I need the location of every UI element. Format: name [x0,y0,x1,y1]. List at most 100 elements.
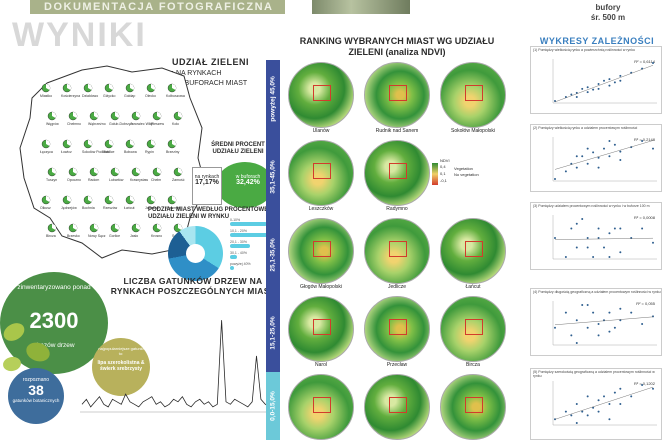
relationship-panel: (1) Pomiędzy wielkością rynku a powierzc… [530,46,662,114]
species-circle: rozpoznano 38 gatunków botanicznych [8,368,64,424]
scatter-point [597,399,600,402]
ranking-range: 15,1-25,0% [269,316,277,350]
species-line [81,320,275,408]
scatter-point [564,170,567,173]
city-pie: Łańcut [124,195,135,210]
city-pie: Gołdap [124,83,135,98]
scatter-point [586,326,589,329]
city-label: Siedlce [103,150,115,154]
scatter-plot [552,59,657,104]
scatter-plot [552,301,657,346]
scatter-point [597,166,600,169]
ranking-city-map[interactable] [440,218,506,284]
ranking-city-map[interactable] [364,140,430,206]
ndvi-noveg: No vegetation [454,172,479,177]
trees-count-label: zinwentaryzowano ponad [17,284,91,291]
scatter-point [581,304,584,306]
avg-box: na rynkach 17,17% w buforach 32,42% [192,162,274,208]
city-label: Miastko [40,94,52,98]
ranking-city-map[interactable] [440,374,506,440]
city-pie: Bobowa [124,139,137,154]
city-label: Nowy Sącz [88,234,106,238]
city-label: Sokołów Podlaski [82,150,110,154]
section-title: WYNIKI [12,16,147,54]
city-label: Łęczyca [40,150,53,154]
ranking-city-map[interactable] [288,140,354,206]
scatter-axes [552,59,657,104]
city-label: Chełm [151,178,161,182]
city-pie: Łowicz [61,139,72,154]
scatter-point [570,93,573,96]
poland-map: Miastko Kościerzyna Działdowo Giżycko Gołdap… [19,65,207,259]
panel-r2: R² = 0,1202 [633,381,655,386]
scatter-point [608,330,611,333]
map-pies: Miastko Kościerzyna Działdowo Giżycko Gołdap… [40,83,185,238]
distribution-donut [168,226,223,281]
ranking-range-tag: powyżej 45,0% [266,60,280,138]
city-label: Radom [88,178,99,182]
scatter-point [575,342,578,344]
scatter-point [597,227,600,230]
panel-caption: (2) Pomiędzy wielkością rynku a udziałem… [533,126,638,130]
city-pie: Bircza [46,223,57,238]
trend-line [554,65,654,103]
ranking-city-map[interactable] [440,62,506,128]
ranking-city-map[interactable] [364,374,430,440]
scatter-point [564,311,567,314]
trend-line [554,140,654,170]
city-label: Opoczno [67,178,81,182]
scatter-point [630,395,633,398]
panel-r2: R² = 0,6114 [634,59,655,64]
ranking-city-map[interactable] [364,296,430,362]
city-pie: Kolbuszowa [166,83,185,98]
scatter-point [586,162,589,165]
ranking-row: 35,1-45,0% Leszczków Radymno [266,138,516,216]
avg-markets-label-wrap: na rynkach 17,17% [193,174,221,186]
city-pie: Pleszew [151,111,165,126]
ranking-city-map[interactable] [288,62,354,128]
ranking-title: RANKING WYBRANYCH MIAST WG UDZIAŁU ZIELE… [299,36,495,57]
buffer-note: bufory śr. 500 m [568,0,648,36]
city-pie: Sokołów Podlaski [82,139,110,154]
scatter-point [652,241,654,244]
ndvi-mid: 0,1 [440,171,446,176]
panel-caption: (5) Pomiędzy szerokością geograficzną a … [533,370,655,378]
city-pie: Rzeszów [103,195,118,210]
city-label: Bobowa [124,150,137,154]
city-pie: Chełm [151,167,162,182]
city-label: Kolbuszowa [166,94,185,98]
ranking-city-name: Łańcut [465,284,481,290]
scatter-point [586,304,589,306]
scatter-point [619,79,622,82]
ndvi-low: -0,1 [440,178,447,183]
scatter-point [575,403,578,405]
scatter-point [641,227,644,230]
relationship-panel: (5) Pomiędzy szerokością geograficzną a … [530,368,662,440]
relationship-panel: (2) Pomiędzy wielkością rynku a udziałem… [530,124,662,192]
scatter-point [608,155,611,158]
ranking-city-map[interactable] [440,296,506,362]
city-pie: Koło [172,111,183,126]
ranking-city-map[interactable] [364,218,430,284]
scatter-point [613,227,616,230]
city-pie: Chełmno [67,111,81,126]
species-unit: gatunków botanicznych [12,398,60,403]
city-label: Pleszew [151,122,165,126]
scatter-point [592,311,595,314]
scatter-point [608,418,611,421]
ranking-range: powyżej 45,0% [269,76,277,122]
ranking-range-tag: 0,0-15,0% [266,372,280,440]
ranking-city-map[interactable] [288,218,354,284]
bin-label: powyżej 40% [230,262,251,266]
ranking-city-map[interactable] [364,62,430,128]
ranking-city-map[interactable] [288,374,354,440]
banner-photo [312,0,410,14]
city-label: Gołdap [124,94,135,98]
city-pie: Krosno [151,223,162,238]
scatter-axes [552,215,657,260]
city-pie: Giżycko [103,83,116,98]
avg-markets-box [192,167,222,205]
ranking-city-map[interactable] [288,296,354,362]
scatter-point [619,227,622,230]
city-label: Tuszyn [46,178,57,182]
